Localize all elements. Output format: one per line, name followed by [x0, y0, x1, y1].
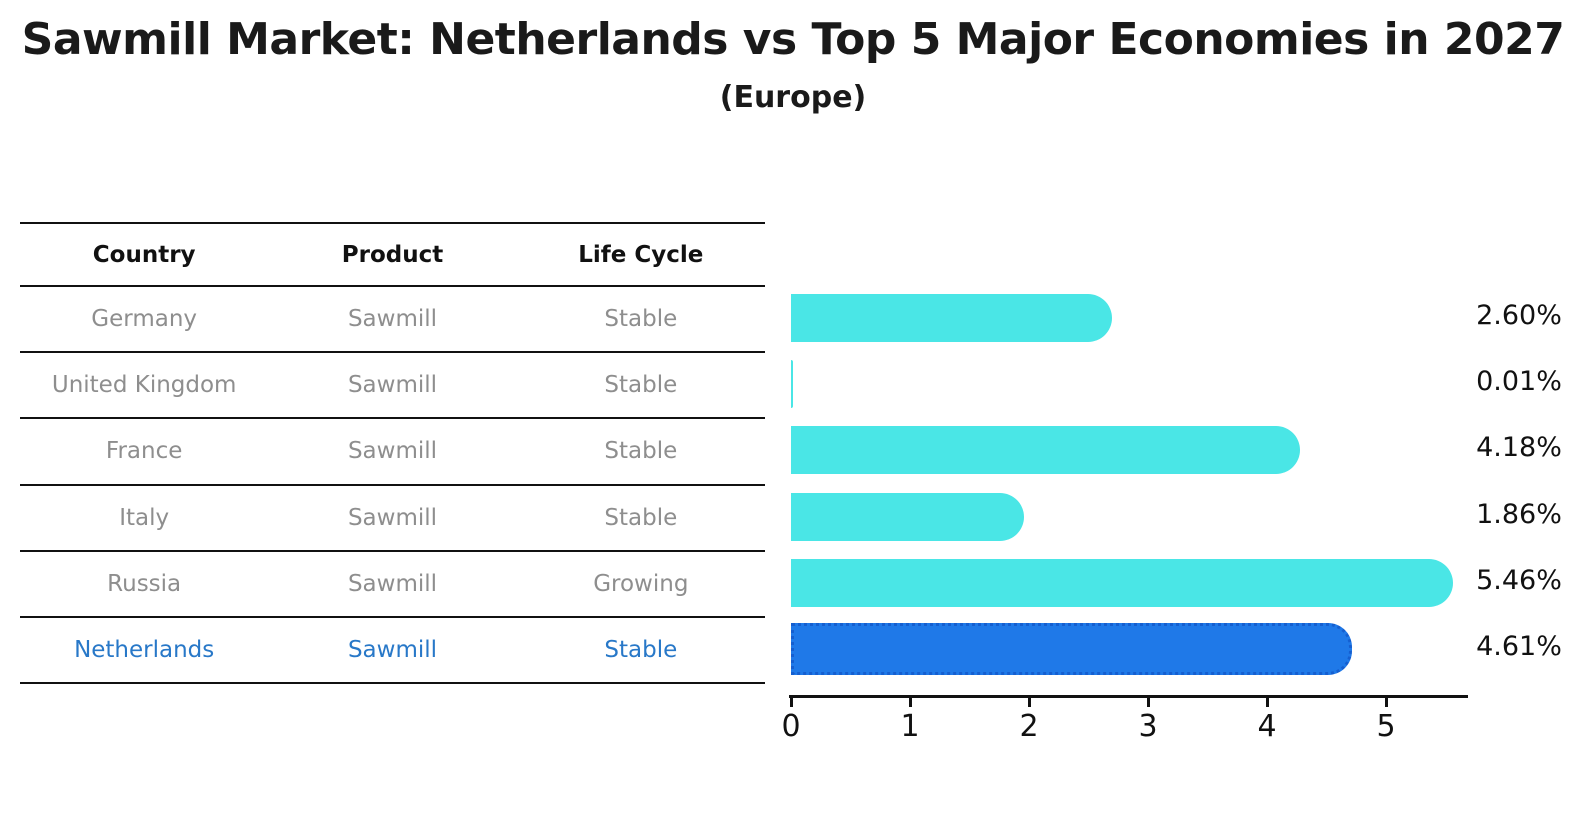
cell-product: Sawmill	[347, 504, 438, 531]
bar-value-label-netherlands: 4.61%	[1476, 630, 1562, 662]
table-row-france: France Sawmill Stable	[20, 419, 765, 486]
bar-germany	[791, 294, 1113, 342]
x-tick-mark	[1384, 698, 1388, 707]
bar-united-kingdom	[791, 360, 793, 409]
bar-value-label-united-kingdom: 0.01%	[1476, 366, 1562, 398]
bar-value-label-russia: 5.46%	[1476, 564, 1562, 596]
x-tick-label: 3	[1138, 709, 1158, 744]
cell-country: Germany	[91, 306, 198, 333]
column-header-life-cycle: Life Cycle	[578, 241, 704, 268]
x-axis-line	[789, 695, 1468, 698]
bar-value-label-france: 4.18%	[1476, 432, 1562, 464]
cell-product: Sawmill	[347, 372, 438, 399]
x-tick-mark	[1027, 698, 1031, 707]
table-row-russia: Russia Sawmill Growing	[20, 552, 765, 618]
table-header-row: Country Product Life Cycle	[20, 224, 765, 287]
bar-value-label-italy: 1.86%	[1476, 498, 1562, 530]
chart-title: Sawmill Market: Netherlands vs Top 5 Maj…	[21, 14, 1565, 65]
table-row-netherlands: Netherlands Sawmill Stable	[20, 618, 765, 685]
x-tick-mark	[1146, 698, 1150, 707]
column-header-country: Country	[92, 241, 196, 268]
cell-life-cycle: Stable	[604, 637, 678, 664]
x-axis: 0 1 2 3 4 5	[781, 695, 1471, 755]
bar-value-label-germany: 2.60%	[1476, 300, 1562, 331]
cell-life-cycle: Stable	[604, 372, 678, 399]
bar-france	[791, 426, 1301, 475]
cell-product: Sawmill	[347, 637, 438, 664]
chart-subtitle: (Europe)	[719, 80, 867, 115]
comparison-table: Country Product Life Cycle Germany Sawmil…	[20, 222, 765, 685]
cell-country: France	[105, 438, 183, 465]
bar-italy	[791, 492, 1025, 541]
x-tick-label: 4	[1257, 709, 1277, 744]
x-tick-label: 2	[1019, 709, 1039, 744]
table-row-italy: Italy Sawmill Stable	[20, 486, 765, 552]
x-tick-label: 1	[900, 709, 920, 744]
cell-product: Sawmill	[347, 570, 438, 597]
cell-country: Russia	[107, 570, 182, 597]
column-header-product: Product	[341, 241, 444, 268]
cell-life-cycle: Stable	[604, 438, 678, 465]
bar-netherlands	[791, 622, 1352, 675]
cell-product: Sawmill	[347, 306, 438, 333]
x-tick-label: 5	[1376, 709, 1396, 744]
cell-country: Netherlands	[74, 637, 215, 664]
cell-product: Sawmill	[347, 438, 438, 465]
x-tick-label: 0	[781, 709, 801, 744]
x-tick-mark	[789, 698, 793, 707]
bar-plot-area	[791, 285, 1471, 697]
table-row-united-kingdom: United Kingdom Sawmill Stable	[20, 353, 765, 420]
bar-russia	[791, 558, 1453, 607]
cell-life-cycle: Stable	[604, 504, 678, 531]
table-row-germany: Germany Sawmill Stable	[20, 287, 765, 354]
x-tick-mark	[908, 698, 912, 707]
table-body: Germany Sawmill Stable United Kingdom Sawmil…	[20, 287, 765, 685]
cell-life-cycle: Stable	[604, 306, 678, 333]
x-tick-mark	[1265, 698, 1269, 707]
cell-country: Italy	[119, 504, 170, 531]
cell-country: United Kingdom	[51, 372, 237, 399]
cell-life-cycle: Growing	[593, 570, 689, 597]
